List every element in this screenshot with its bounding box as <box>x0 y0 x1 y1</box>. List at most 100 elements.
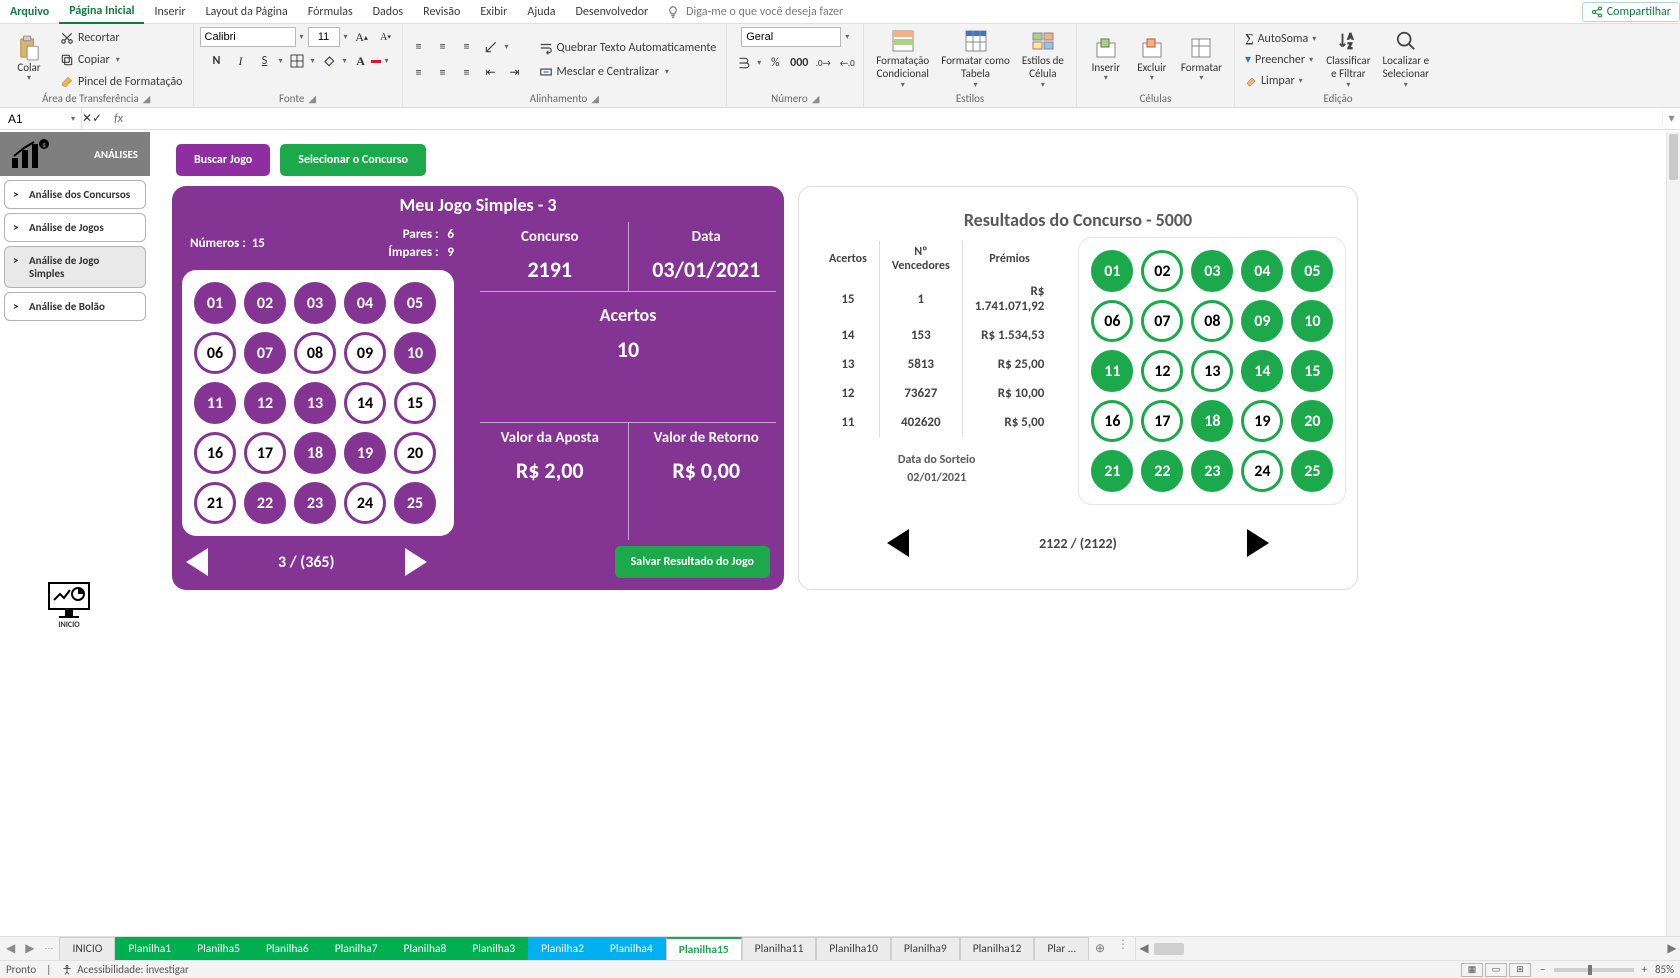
format-cells-button[interactable]: Formatar▾ <box>1175 34 1228 86</box>
fill-button[interactable]: ▾Preencher▾ <box>1241 50 1320 70</box>
menu-tab-inserir[interactable]: Inserir <box>144 1 195 23</box>
format-painter-button[interactable]: Pincel de Formatação <box>56 72 187 92</box>
sidebar-btn-2[interactable]: Análise de Jogo Simples <box>4 246 146 288</box>
buscar-jogo-button[interactable]: Buscar Jogo <box>176 144 270 176</box>
sheet-nav-next[interactable]: ▶ <box>25 941 34 956</box>
sheet-tab-planilha7[interactable]: Planilha7 <box>322 937 391 960</box>
zoom-in-button[interactable]: + <box>1642 963 1647 976</box>
conditional-formatting-button[interactable]: Formatação Condicional▾ <box>870 27 935 91</box>
format-as-table-button[interactable]: Formatar como Tabela▾ <box>935 27 1016 91</box>
fill-color-button[interactable] <box>319 51 339 71</box>
fx-cancel[interactable]: ✕ <box>82 111 92 126</box>
menu-tab-dados[interactable]: Dados <box>363 1 413 23</box>
sheet-tab-planilha1[interactable]: Planilha1 <box>115 937 184 960</box>
accounting-button[interactable] <box>733 53 753 73</box>
horizontal-scrollbar[interactable]: ◀▶ <box>1135 937 1680 960</box>
copy-button[interactable]: Copiar▾ <box>56 50 187 70</box>
my-prev-button[interactable] <box>186 548 208 576</box>
zoom-out-button[interactable]: − <box>1540 963 1545 976</box>
sidebar-btn-0[interactable]: Análise dos Concursos <box>4 180 146 209</box>
menu-file[interactable]: Arquivo <box>0 1 59 23</box>
share-button[interactable]: Compartilhar <box>1582 2 1680 22</box>
delete-cells-button[interactable]: Excluir▾ <box>1129 34 1175 86</box>
increase-font-button[interactable]: A▴ <box>352 27 372 47</box>
menu-tab-revis-o[interactable]: Revisão <box>413 1 470 23</box>
bold-button[interactable]: N <box>207 51 227 71</box>
sheet-tab-planilha3[interactable]: Planilha3 <box>459 937 528 960</box>
sheet-tab-planilha12[interactable]: Planilha12 <box>960 937 1035 960</box>
orientation-button[interactable] <box>481 37 501 57</box>
view-normal-button[interactable]: ▦ <box>1461 963 1483 977</box>
sidebar-btn-1[interactable]: Análise de Jogos <box>4 213 146 242</box>
italic-button[interactable]: I <box>231 51 251 71</box>
sheet-tab-plar …[interactable]: Plar … <box>1034 937 1089 960</box>
view-layout-button[interactable]: ▭ <box>1485 963 1507 977</box>
formula-expand[interactable]: ▾ <box>1662 111 1680 126</box>
font-color-button[interactable]: A <box>351 51 371 71</box>
add-sheet-button[interactable]: ⊕ <box>1089 937 1111 960</box>
wrap-text-button[interactable]: Quebrar Texto Automaticamente <box>535 38 721 58</box>
selecionar-concurso-button[interactable]: Selecionar o Concurso <box>280 144 426 176</box>
sheet-tab-inicio[interactable]: INICIO <box>59 937 115 960</box>
save-result-button[interactable]: Salvar Resultado do Jogo <box>615 546 770 578</box>
res-prev-button[interactable] <box>887 529 909 557</box>
fx-icon[interactable]: fx <box>108 112 129 126</box>
align-right-button[interactable]: ≡ <box>457 63 477 83</box>
sheet-tab-planilha4[interactable]: Planilha4 <box>597 937 666 960</box>
font-name-input[interactable] <box>200 27 296 47</box>
increase-decimal-button[interactable]: .0→ <box>813 53 833 73</box>
sheet-tab-planilha10[interactable]: Planilha10 <box>816 937 891 960</box>
zoom-value[interactable]: 85% <box>1655 963 1674 976</box>
menu-tab-ajuda[interactable]: Ajuda <box>517 1 565 23</box>
fx-accept[interactable]: ✓ <box>92 111 102 126</box>
sheet-tab-planilha9[interactable]: Planilha9 <box>891 937 960 960</box>
menu-tab-f-rmulas[interactable]: Fórmulas <box>298 1 363 23</box>
menu-tab-layout-da-p-gina[interactable]: Layout da Página <box>196 1 298 23</box>
paste-button[interactable]: Colar ▾ <box>6 34 52 86</box>
alignment-launcher[interactable]: ◢ <box>591 92 599 105</box>
sheet-tab-planilha11[interactable]: Planilha11 <box>742 937 817 960</box>
sheet-tab-planilha15[interactable]: Planilha15 <box>666 937 742 960</box>
autosum-button[interactable]: ∑AutoSoma▾ <box>1241 29 1320 49</box>
indent-increase-button[interactable]: ⇥ <box>505 63 525 83</box>
underline-button[interactable]: S <box>255 51 275 71</box>
status-accessibility[interactable]: Acessibilidade: investigar <box>77 963 189 976</box>
formula-input[interactable] <box>129 110 1656 127</box>
sort-filter-button[interactable]: AZClassificar e Filtrar▾ <box>1320 27 1376 91</box>
menu-tab-p-gina-inicial[interactable]: Página Inicial <box>59 0 144 24</box>
align-bottom-button[interactable]: ≡ <box>457 37 477 57</box>
sheet-tab-planilha6[interactable]: Planilha6 <box>253 937 322 960</box>
find-select-button[interactable]: Localizar e Selecionar▾ <box>1377 27 1436 91</box>
inicio-widget[interactable]: INICIO <box>48 582 90 630</box>
my-next-button[interactable] <box>405 548 427 576</box>
decrease-decimal-button[interactable]: ←.0 <box>837 53 857 73</box>
clipboard-launcher[interactable]: ◢ <box>143 92 151 105</box>
sheet-nav-more[interactable]: ⋯ <box>44 943 53 954</box>
sheet-tab-planilha2[interactable]: Planilha2 <box>528 937 597 960</box>
tell-me[interactable]: Diga-me o que você deseja fazer <box>666 5 843 19</box>
comma-button[interactable]: 000 <box>789 53 809 73</box>
sheet-tab-planilha8[interactable]: Planilha8 <box>391 937 460 960</box>
menu-tab-desenvolvedor[interactable]: Desenvolvedor <box>566 1 659 23</box>
number-format-input[interactable] <box>741 27 841 47</box>
vertical-scrollbar[interactable] <box>1666 132 1680 936</box>
decrease-font-button[interactable]: A▾ <box>376 27 396 47</box>
menu-tab-exibir[interactable]: Exibir <box>470 1 517 23</box>
font-launcher[interactable]: ◢ <box>308 92 316 105</box>
align-top-button[interactable]: ≡ <box>409 37 429 57</box>
borders-button[interactable] <box>287 51 307 71</box>
insert-cells-button[interactable]: Inserir▾ <box>1083 34 1129 86</box>
indent-decrease-button[interactable]: ⇤ <box>481 63 501 83</box>
cell-styles-button[interactable]: Estilos de Célula▾ <box>1016 27 1070 91</box>
align-left-button[interactable]: ≡ <box>409 63 429 83</box>
sheet-tab-planilha5[interactable]: Planilha5 <box>184 937 253 960</box>
name-box[interactable] <box>6 111 56 127</box>
zoom-slider[interactable] <box>1554 968 1634 972</box>
percent-button[interactable]: % <box>765 53 785 73</box>
number-launcher[interactable]: ◢ <box>812 92 820 105</box>
view-pagebreak-button[interactable]: ⊞ <box>1509 963 1531 977</box>
clear-button[interactable]: Limpar▾ <box>1241 71 1320 91</box>
merge-button[interactable]: Mesclar e Centralizar▾ <box>535 62 721 82</box>
font-size-input[interactable] <box>308 27 340 47</box>
sidebar-btn-3[interactable]: Análise de Bolão <box>4 292 146 321</box>
